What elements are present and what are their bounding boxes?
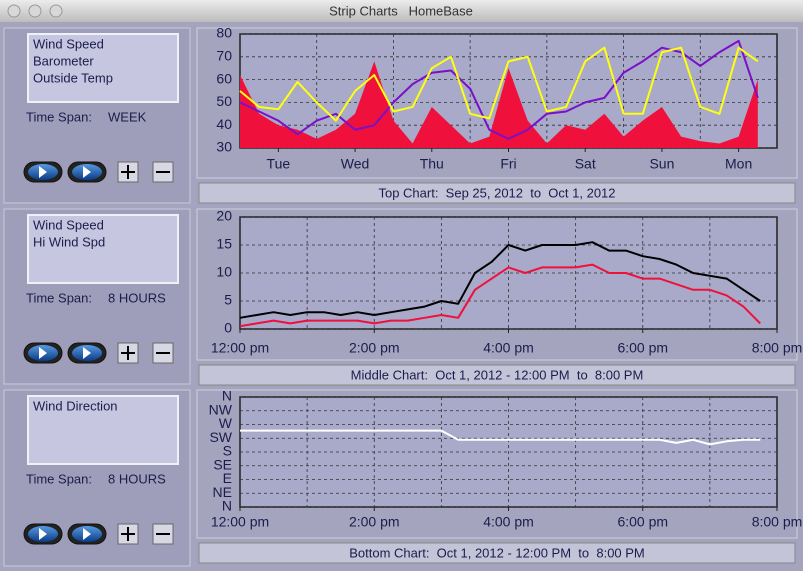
y-tick-label: 30	[216, 139, 232, 155]
y-tick-label: N	[222, 498, 232, 514]
title-bar	[0, 0, 803, 22]
series-list	[27, 395, 179, 465]
x-tick-label: Sun	[649, 156, 674, 172]
y-tick-label: 10	[216, 264, 232, 280]
y-tick-label: 60	[216, 70, 232, 86]
y-tick-label: SW	[209, 429, 232, 445]
x-tick-label: 4:00 pm	[483, 514, 534, 530]
time-span-value: 8 HOURS	[108, 471, 166, 486]
x-tick-label: 2:00 pm	[349, 514, 400, 530]
series-list-item: Wind Speed	[33, 217, 104, 232]
forward-button-arrow	[83, 347, 91, 359]
time-span-label: Time Span:	[26, 290, 92, 305]
y-tick-label: 70	[216, 48, 232, 64]
x-tick-label: 8:00 pm	[752, 514, 803, 530]
y-tick-label: NW	[209, 401, 233, 417]
y-tick-label: S	[223, 443, 232, 459]
y-tick-label: W	[219, 415, 233, 431]
chart-caption: Top Chart: Sep 25, 2012 to Oct 1, 2012	[378, 185, 615, 200]
y-tick-label: 0	[224, 320, 232, 336]
window-title: Strip Charts HomeBase	[329, 3, 473, 18]
time-span-value: WEEK	[108, 109, 147, 124]
x-tick-label: Mon	[725, 156, 752, 172]
series-line	[239, 46, 759, 122]
y-tick-label: 5	[224, 292, 232, 308]
zoom-button[interactable]	[49, 4, 63, 18]
x-tick-label: 4:00 pm	[483, 340, 534, 356]
series-list-item: Wind Speed	[33, 36, 104, 51]
y-tick-label: 80	[216, 25, 232, 41]
series-line	[239, 263, 761, 328]
x-tick-label: Sat	[575, 156, 596, 172]
y-tick-label: SE	[213, 456, 232, 472]
back-button-arrow	[39, 166, 47, 178]
series-list-item: Wind Direction	[33, 398, 118, 413]
y-tick-label: N	[222, 388, 232, 404]
x-tick-label: Wed	[341, 156, 370, 172]
chart-caption-bar	[198, 542, 796, 564]
minimize-button[interactable]	[28, 4, 42, 18]
series-list-item: Outside Temp	[33, 70, 113, 85]
chart-caption-bar	[198, 364, 796, 386]
close-button[interactable]	[7, 4, 21, 18]
x-tick-label: 8:00 pm	[752, 340, 803, 356]
series-list-item: Hi Wind Spd	[33, 234, 105, 249]
series-line	[240, 429, 761, 446]
y-tick-label: NE	[213, 484, 232, 500]
x-tick-label: 12:00 pm	[211, 340, 269, 356]
x-tick-label: Fri	[500, 156, 516, 172]
x-tick-label: Tue	[267, 156, 291, 172]
y-tick-label: 15	[216, 236, 232, 252]
forward-button-arrow	[83, 528, 91, 540]
x-tick-label: 12:00 pm	[211, 514, 269, 530]
time-span-label: Time Span:	[26, 471, 92, 486]
y-tick-label: 50	[216, 93, 232, 109]
x-tick-label: 6:00 pm	[617, 340, 668, 356]
y-tick-label: E	[223, 470, 232, 486]
series-list-item: Barometer	[33, 53, 94, 68]
time-span-value: 8 HOURS	[108, 290, 166, 305]
time-span-label: Time Span:	[26, 109, 92, 124]
back-button-arrow	[39, 347, 47, 359]
series-list	[27, 33, 179, 103]
y-tick-label: 40	[216, 116, 232, 132]
plus-icon	[121, 527, 135, 541]
forward-button-arrow	[83, 166, 91, 178]
x-tick-label: 6:00 pm	[617, 514, 668, 530]
x-tick-label: 2:00 pm	[349, 340, 400, 356]
chart-caption: Middle Chart: Oct 1, 2012 - 12:00 PM to …	[351, 367, 644, 382]
plus-icon	[121, 165, 135, 179]
chart-caption-bar	[198, 182, 796, 204]
back-button-arrow	[39, 528, 47, 540]
x-tick-label: Thu	[420, 156, 444, 172]
series-line	[239, 241, 761, 319]
chart-caption: Bottom Chart: Oct 1, 2012 - 12:00 PM to …	[349, 545, 645, 560]
plus-icon	[121, 346, 135, 360]
y-tick-label: 20	[216, 208, 232, 224]
series-list	[27, 214, 179, 284]
